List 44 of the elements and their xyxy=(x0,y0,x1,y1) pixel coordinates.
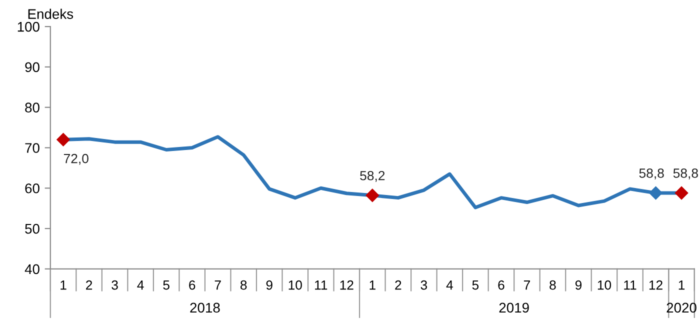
data-label: 72,0 xyxy=(64,154,88,165)
point xyxy=(649,186,662,200)
x-tick-label: 4 xyxy=(446,280,453,290)
data-label: 58,2 xyxy=(360,170,385,182)
x-tick-label: 12 xyxy=(649,280,662,290)
y-tick-label: 40 xyxy=(24,264,40,274)
x-tick-label: 10 xyxy=(288,280,302,290)
x-tick-label: 7 xyxy=(214,280,221,290)
x-tick-label: 9 xyxy=(575,280,582,290)
x-tick-label: 1 xyxy=(370,280,376,290)
y-tick-label: 90 xyxy=(25,62,40,72)
x-tick-label: 6 xyxy=(498,280,504,290)
y-tick-label: 60 xyxy=(25,183,40,194)
y-tick-label: 80 xyxy=(25,102,40,113)
y-axis-title: Endeks xyxy=(28,8,74,19)
x-tick-label: 11 xyxy=(315,280,328,290)
text: 2019 xyxy=(499,302,529,313)
x-tick-label: 1 xyxy=(678,280,685,290)
x-tick-label: 2 xyxy=(395,280,402,290)
point xyxy=(366,188,379,202)
data-label: 58,8 xyxy=(673,168,698,180)
y-tick-label: 50 xyxy=(25,224,40,234)
x-tick-label: 11 xyxy=(624,280,636,290)
x-tick-label: 4 xyxy=(137,280,144,290)
text: 2018 xyxy=(190,302,220,313)
x-tick-label: 5 xyxy=(472,280,479,290)
x-tick-label: 9 xyxy=(266,280,272,290)
x-tick-label: 3 xyxy=(112,280,118,290)
y-tick-label: 70 xyxy=(25,143,40,153)
x-tick-label: 8 xyxy=(240,280,247,290)
y-tick-label: 100 xyxy=(18,22,40,32)
point xyxy=(56,133,70,146)
data-label: 58,8 xyxy=(639,168,664,180)
x-tick-label: 10 xyxy=(598,280,612,290)
x-tick-label: 3 xyxy=(420,280,428,290)
x-tick-label: 2 xyxy=(86,280,92,290)
text: 2020 xyxy=(666,302,696,313)
x-tick-label: 12 xyxy=(340,280,354,290)
x-tick-label: 8 xyxy=(550,280,556,290)
x-tick-label: 1 xyxy=(60,280,66,290)
x-tick-label: 5 xyxy=(163,280,170,290)
x-tick-label: 6 xyxy=(189,280,196,290)
x-tick-label: 7 xyxy=(524,280,530,290)
point xyxy=(674,186,688,200)
